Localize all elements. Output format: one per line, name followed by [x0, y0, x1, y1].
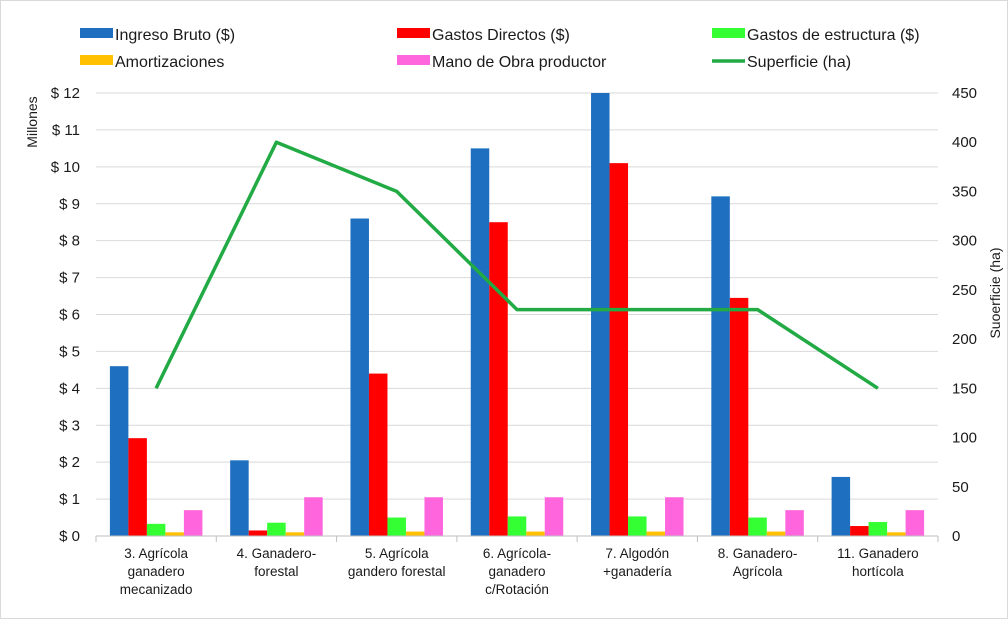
x-category-label-line: 6. Agrícola-	[483, 546, 551, 561]
x-category-label-line: 7. Algodón	[605, 546, 669, 561]
bar-gastos-directos	[610, 163, 629, 536]
bar-mano-de-obra-productor	[424, 497, 443, 536]
bar-mano-de-obra-productor	[545, 497, 564, 536]
legend-label-superficie-ha: Superficie (ha)	[747, 54, 851, 71]
bar-mano-de-obra-productor	[304, 497, 323, 536]
bar-gastos-directos	[369, 374, 388, 536]
legend-label-gastos-directos: Gastos Directos ($)	[432, 27, 570, 44]
y-left-tick-label: $ 0	[59, 528, 80, 545]
bar-gastos-de-estructura	[387, 518, 406, 536]
bar-gastos-directos	[730, 298, 749, 536]
y-right-tick-label: 350	[952, 183, 977, 200]
y-right-tick-label: 200	[952, 331, 977, 348]
legend-swatch-gastos-de-estructura	[712, 28, 745, 38]
y-left-tick-label: $ 7	[59, 270, 80, 287]
bar-gastos-directos	[128, 438, 147, 536]
bar-gastos-de-estructura	[147, 524, 166, 536]
x-category-label-line: +ganadería	[603, 564, 672, 579]
bar-amortizaciones	[767, 532, 786, 536]
x-category-label-line: 11. Ganadero	[837, 546, 919, 561]
y-left-tick-label: $ 9	[59, 196, 80, 213]
bar-mano-de-obra-productor	[665, 497, 684, 536]
y-left-tick-label: $ 1	[59, 491, 80, 508]
x-category-label-line: Agrícola	[733, 564, 783, 579]
x-category-label-line: 4. Ganadero-	[237, 546, 317, 561]
bar-amortizaciones	[286, 532, 305, 536]
y-left-tick-label: $ 3	[59, 417, 80, 434]
y-right-tick-label: 100	[952, 430, 977, 447]
bar-ingreso-bruto	[230, 460, 249, 536]
x-category-label-line: 5. Agrícola	[365, 546, 429, 561]
bar-amortizaciones	[526, 532, 545, 536]
legend-label-gastos-de-estructura: Gastos de estructura ($)	[747, 27, 920, 44]
x-category-label-line: 3. Agrícola	[124, 546, 188, 561]
y-left-axis-title: Millones	[24, 96, 40, 147]
bar-ingreso-bruto	[832, 477, 851, 536]
y-right-axis-title: Suoerficie (ha)	[987, 247, 1003, 338]
y-left-tick-label: $ 6	[59, 307, 80, 324]
bar-ingreso-bruto	[711, 196, 730, 536]
bar-mano-de-obra-productor	[906, 510, 925, 536]
y-left-tick-label: $ 2	[59, 454, 80, 471]
bar-gastos-de-estructura	[869, 522, 888, 536]
bar-amortizaciones	[647, 532, 666, 536]
bar-ingreso-bruto	[350, 219, 369, 536]
y-left-tick-label: $ 4	[59, 380, 80, 397]
bar-amortizaciones	[165, 532, 184, 536]
y-right-tick-label: 400	[952, 134, 977, 151]
legend-swatch-mano-de-obra-productor	[397, 55, 430, 65]
bar-gastos-directos	[489, 222, 508, 536]
legend-label-mano-de-obra-productor: Mano de Obra productor	[432, 54, 607, 71]
y-left-tick-label: $ 11	[52, 122, 80, 139]
bar-mano-de-obra-productor	[785, 510, 804, 536]
y-right-tick-label: 300	[952, 233, 977, 250]
bar-amortizaciones	[406, 532, 425, 536]
bar-gastos-directos	[850, 526, 869, 536]
y-right-tick-label: 250	[952, 282, 977, 299]
bar-ingreso-bruto	[591, 93, 610, 536]
legend-swatch-ingreso-bruto	[80, 28, 113, 38]
x-category-label-line: hortícola	[852, 564, 904, 579]
y-right-tick-label: 450	[952, 85, 977, 102]
y-right-tick-label: 150	[952, 380, 977, 397]
bar-ingreso-bruto	[110, 366, 128, 536]
y-left-tick-label: $ 5	[59, 343, 80, 360]
bar-gastos-directos	[249, 530, 268, 536]
bar-gastos-de-estructura	[267, 523, 286, 536]
x-category-label-line: gandero forestal	[348, 564, 446, 579]
y-left-tick-label: $ 12	[51, 85, 80, 102]
x-category-label: 6. Agrícola-ganadero c/Rotación	[483, 546, 551, 597]
legend-swatch-gastos-directos	[397, 28, 430, 38]
y-left-tick-label: $ 8	[59, 233, 80, 250]
legend-label-ingreso-bruto: Ingreso Bruto ($)	[115, 27, 235, 44]
y-right-tick-label: 0	[952, 528, 960, 545]
x-category-label-line: ganadero	[488, 564, 545, 579]
bar-gastos-de-estructura	[748, 518, 767, 536]
legend-swatch-amortizaciones	[80, 55, 113, 65]
bar-gastos-de-estructura	[508, 516, 527, 536]
bar-mano-de-obra-productor	[184, 510, 203, 536]
x-category-label-line: c/Rotación	[485, 582, 549, 597]
x-category-label-line: ganadero	[128, 564, 185, 579]
y-right-tick-label: 50	[952, 479, 969, 496]
x-category-label-line: mecanizado	[120, 582, 193, 597]
bar-ingreso-bruto	[471, 148, 490, 536]
y-left-tick-label: $ 10	[51, 159, 80, 176]
bar-amortizaciones	[887, 532, 906, 536]
x-category-label: 3. Agrícola ganadero mecanizado	[120, 546, 193, 597]
x-category-label-line: forestal	[254, 564, 298, 579]
x-category-label-line: 8. Ganadero-	[718, 546, 798, 561]
bar-gastos-de-estructura	[628, 516, 647, 536]
legend-label-amortizaciones: Amortizaciones	[115, 54, 224, 71]
